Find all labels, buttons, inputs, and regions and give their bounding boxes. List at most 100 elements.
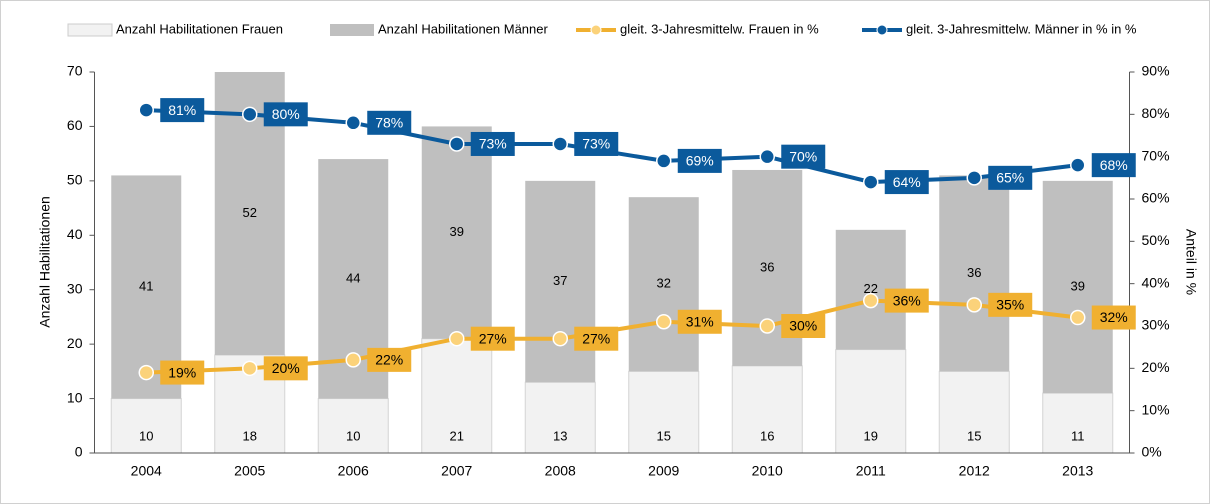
x-tick-label: 2007 — [441, 463, 472, 479]
line-marker — [552, 330, 568, 347]
y2-tick-label: 40% — [1142, 274, 1170, 290]
bar-value-label: 13 — [553, 428, 567, 443]
bar — [110, 398, 182, 454]
bar-value-label: 39 — [450, 224, 464, 239]
data-label-box — [574, 326, 619, 351]
y-tick-label: 60 — [67, 117, 83, 133]
line-marker — [966, 297, 982, 313]
bar-value-label: 44 — [346, 270, 360, 285]
data-label-box — [574, 131, 619, 156]
bar — [1042, 392, 1114, 454]
line-marker — [656, 314, 672, 330]
bar-value-label: 11 — [1071, 428, 1085, 443]
bar — [421, 126, 492, 339]
data-label: 31% — [686, 313, 714, 329]
bar-value-label: 10 — [139, 428, 153, 443]
data-label: 27% — [479, 330, 507, 346]
y-tick-label: 0 — [75, 444, 83, 460]
line-marker — [1070, 309, 1086, 326]
legend-label: gleit. 3-Jahresmittelw. Männer in % in % — [906, 21, 1137, 36]
bar-value-label: 36 — [967, 265, 981, 280]
data-label: 78% — [375, 115, 403, 131]
y2-tick-label: 50% — [1142, 232, 1170, 248]
data-label: 36% — [893, 292, 921, 308]
x-tick-label: 2010 — [752, 463, 783, 479]
bar-value-label: 37 — [553, 273, 567, 288]
y-tick-label: 50 — [67, 172, 83, 188]
data-label-box — [781, 314, 826, 338]
bar-value-label: 10 — [346, 428, 360, 443]
y2-tick-label: 80% — [1142, 105, 1170, 121]
data-label: 22% — [375, 352, 403, 368]
data-label: 68% — [1100, 157, 1128, 173]
data-label-box — [781, 144, 826, 169]
y-axis-label: Anzahl Habilitationen — [37, 196, 53, 328]
data-label-box — [160, 360, 205, 385]
x-tick-label: 2013 — [1062, 463, 1093, 479]
y2-tick-label: 30% — [1142, 317, 1170, 333]
legend-marker — [876, 24, 888, 36]
bar — [1042, 180, 1113, 394]
line-marker — [138, 102, 154, 118]
data-label: 80% — [272, 106, 300, 122]
bar-value-label: 15 — [967, 428, 981, 443]
data-label: 20% — [272, 360, 300, 376]
bar — [835, 349, 907, 454]
y2-tick-label: 60% — [1142, 190, 1170, 206]
line-marker — [242, 360, 258, 377]
bar — [317, 398, 389, 454]
y-tick-label: 10 — [67, 389, 83, 405]
y2-tick-label: 0% — [1142, 444, 1162, 460]
data-label: 65% — [996, 170, 1024, 186]
data-label: 27% — [582, 330, 610, 346]
line-marker — [759, 318, 775, 334]
legend-label: Anzahl Habilitationen Frauen — [116, 21, 283, 36]
bar-value-label: 19 — [864, 428, 878, 443]
data-label-box — [1091, 153, 1136, 178]
line-marker — [138, 364, 154, 381]
bar-value-label: 32 — [657, 276, 671, 291]
data-label-box — [677, 309, 722, 334]
line-marker — [1070, 157, 1086, 173]
legend-label: Anzahl Habilitationen Männer — [378, 21, 548, 36]
line-marker — [863, 292, 879, 309]
data-label-box — [367, 110, 412, 135]
data-label-box — [263, 356, 308, 381]
data-label-box — [988, 292, 1033, 317]
data-label: 70% — [789, 148, 817, 164]
data-label-box — [884, 288, 929, 313]
data-label-box — [367, 347, 412, 372]
x-tick-label: 2008 — [545, 463, 576, 479]
bar — [628, 370, 700, 454]
line-marker — [966, 170, 982, 186]
data-label-box — [470, 326, 515, 351]
y2-tick-label: 70% — [1142, 147, 1170, 163]
x-tick-label: 2009 — [648, 463, 679, 479]
bar — [939, 175, 1010, 372]
line-marker — [552, 136, 568, 152]
y-tick-label: 20 — [67, 335, 83, 351]
legend-marker — [590, 24, 602, 36]
line-marker — [449, 330, 465, 347]
x-tick-label: 2011 — [856, 463, 886, 479]
data-label-box — [884, 170, 929, 195]
data-label-box — [160, 98, 205, 123]
y2-tick-label: 20% — [1142, 359, 1170, 375]
x-tick-label: 2006 — [338, 463, 369, 479]
y2-axis-label: Anteil in % — [1183, 229, 1199, 295]
bar — [628, 197, 699, 372]
legend-swatch — [67, 23, 113, 37]
data-label-box — [263, 102, 308, 127]
bar — [731, 365, 803, 454]
bar-value-label: 21 — [450, 428, 464, 443]
data-label: 35% — [996, 297, 1024, 313]
y-tick-label: 30 — [67, 280, 83, 296]
data-label-box — [677, 148, 722, 173]
y2-tick-label: 90% — [1142, 63, 1170, 79]
x-tick-label: 2012 — [959, 463, 990, 479]
y2-tick-label: 10% — [1142, 401, 1170, 417]
data-label: 32% — [1100, 309, 1128, 325]
data-label-box — [1091, 305, 1136, 330]
